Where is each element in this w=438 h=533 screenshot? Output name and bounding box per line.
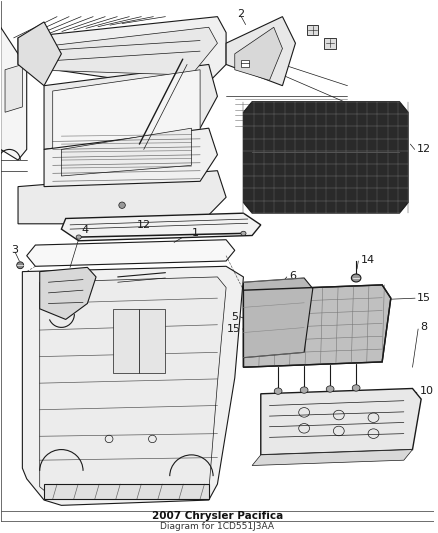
Ellipse shape: [241, 231, 246, 236]
Text: 10: 10: [420, 386, 434, 396]
Text: 8: 8: [420, 322, 427, 333]
Polygon shape: [18, 22, 61, 86]
Text: 1: 1: [191, 228, 198, 238]
Ellipse shape: [326, 386, 334, 392]
Polygon shape: [1, 27, 27, 160]
Bar: [113, 309, 139, 373]
Polygon shape: [252, 449, 413, 465]
Polygon shape: [22, 266, 244, 505]
Polygon shape: [18, 17, 226, 91]
Text: 2007 Chrysler Pacifica: 2007 Chrysler Pacifica: [152, 511, 283, 521]
Polygon shape: [61, 213, 261, 241]
Polygon shape: [27, 240, 235, 266]
Ellipse shape: [17, 262, 24, 269]
Polygon shape: [244, 285, 391, 367]
Text: 6: 6: [289, 271, 296, 281]
Ellipse shape: [76, 235, 81, 239]
Text: 15: 15: [227, 324, 241, 334]
Polygon shape: [235, 27, 283, 80]
Polygon shape: [18, 171, 226, 224]
Text: 4: 4: [81, 225, 89, 235]
Text: 12: 12: [137, 220, 151, 230]
Polygon shape: [61, 128, 191, 176]
Bar: [325, 38, 336, 49]
Text: 14: 14: [360, 255, 374, 265]
Polygon shape: [40, 268, 96, 319]
Ellipse shape: [119, 202, 125, 208]
Bar: [139, 309, 166, 373]
Ellipse shape: [300, 387, 308, 393]
Polygon shape: [5, 64, 22, 112]
Bar: [44, 484, 209, 499]
Polygon shape: [27, 27, 217, 75]
Polygon shape: [244, 278, 313, 358]
Text: 5: 5: [231, 312, 238, 322]
Ellipse shape: [351, 274, 361, 282]
Text: 15: 15: [417, 293, 431, 303]
Polygon shape: [44, 64, 217, 149]
Polygon shape: [53, 70, 200, 149]
Polygon shape: [244, 102, 408, 213]
Bar: [241, 60, 249, 67]
Bar: [307, 25, 318, 35]
Ellipse shape: [274, 388, 282, 394]
Text: Diagram for 1CD551J3AA: Diagram for 1CD551J3AA: [160, 522, 275, 531]
Polygon shape: [261, 389, 421, 455]
Text: 3: 3: [11, 245, 18, 255]
Text: 12: 12: [417, 144, 431, 155]
Text: 2: 2: [237, 9, 244, 19]
Ellipse shape: [352, 385, 360, 391]
Polygon shape: [44, 128, 217, 187]
Polygon shape: [40, 277, 226, 497]
Polygon shape: [226, 17, 296, 86]
